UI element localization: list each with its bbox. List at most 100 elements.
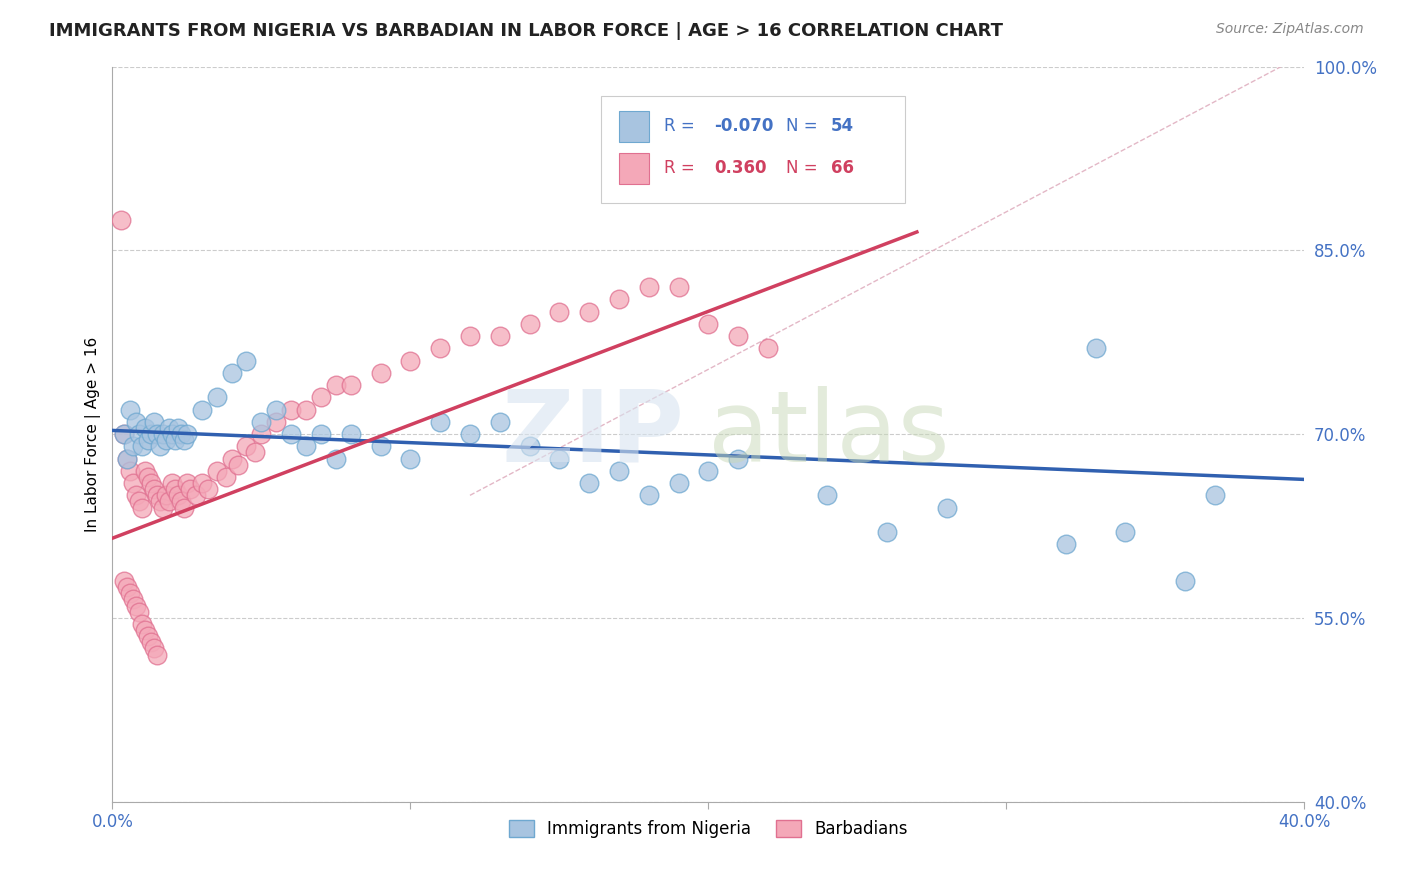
Point [176,427,198,442]
Point [205,390,228,404]
Point [280,402,302,417]
Point [157,494,180,508]
Point [173,500,195,515]
Point [235,353,257,368]
Bar [619,112,648,143]
Text: ZIP: ZIP [502,385,685,483]
Point [399,353,422,368]
Point [167,421,190,435]
Point [146,427,169,442]
Point [117,451,139,466]
Text: R =: R = [664,117,695,135]
Point [221,451,243,466]
Point [110,212,132,227]
Point [128,427,150,442]
Point [117,451,139,466]
Point [128,494,150,508]
Point [578,304,600,318]
Point [131,500,153,515]
Point [122,439,145,453]
Text: N =: N = [786,117,817,135]
Point [146,488,169,502]
Point [131,617,153,632]
Point [339,427,361,442]
Point [221,366,243,380]
Point [170,494,193,508]
Point [163,482,186,496]
Point [339,378,361,392]
Point [143,415,166,429]
Point [578,476,600,491]
Point [607,293,630,307]
Point [136,629,159,643]
Point [295,439,318,453]
Point [184,488,207,502]
Point [134,464,156,478]
Point [668,280,690,294]
Point [1054,537,1077,551]
Point [429,415,451,429]
Point [122,592,145,607]
Point [176,476,198,491]
Point [226,458,249,472]
Point [519,439,541,453]
Point [697,317,720,331]
Point [1174,574,1197,588]
Point [697,464,720,478]
Point [112,574,135,588]
Point [143,482,166,496]
Text: 54: 54 [831,117,855,135]
Point [139,427,162,442]
Point [325,378,347,392]
Point [155,434,177,448]
Text: -0.070: -0.070 [714,117,773,135]
Point [149,439,172,453]
Point [120,586,142,600]
Point [250,415,273,429]
Point [250,427,273,442]
Point [817,488,839,502]
Legend: Immigrants from Nigeria, Barbadians: Immigrants from Nigeria, Barbadians [502,814,914,845]
Text: IMMIGRANTS FROM NIGERIA VS BARBADIAN IN LABOR FORCE | AGE > 16 CORRELATION CHART: IMMIGRANTS FROM NIGERIA VS BARBADIAN IN … [49,22,1004,40]
Point [295,402,318,417]
Point [191,402,214,417]
Text: 66: 66 [831,159,853,177]
Point [309,390,332,404]
Point [245,445,267,459]
Point [519,317,541,331]
Text: atlas: atlas [709,385,950,483]
Point [458,329,481,343]
Point [191,476,214,491]
Point [131,439,153,453]
Point [266,415,288,429]
Point [163,434,186,448]
Point [136,470,159,484]
Point [125,488,148,502]
Point [112,427,135,442]
Point [120,464,142,478]
Point [205,464,228,478]
Point [157,421,180,435]
Point [167,488,190,502]
Point [136,434,159,448]
Point [152,500,174,515]
Point [488,415,510,429]
Point [149,494,172,508]
Point [146,648,169,662]
Point [170,427,193,442]
Point [197,482,219,496]
Point [160,476,183,491]
Text: N =: N = [786,159,817,177]
Point [266,402,288,417]
Point [143,641,166,656]
Point [280,427,302,442]
Point [134,421,156,435]
Point [179,482,201,496]
Point [727,451,749,466]
Point [112,427,135,442]
Point [128,605,150,619]
Point [935,500,957,515]
Point [488,329,510,343]
Y-axis label: In Labor Force | Age > 16: In Labor Force | Age > 16 [86,336,101,532]
Point [139,635,162,649]
